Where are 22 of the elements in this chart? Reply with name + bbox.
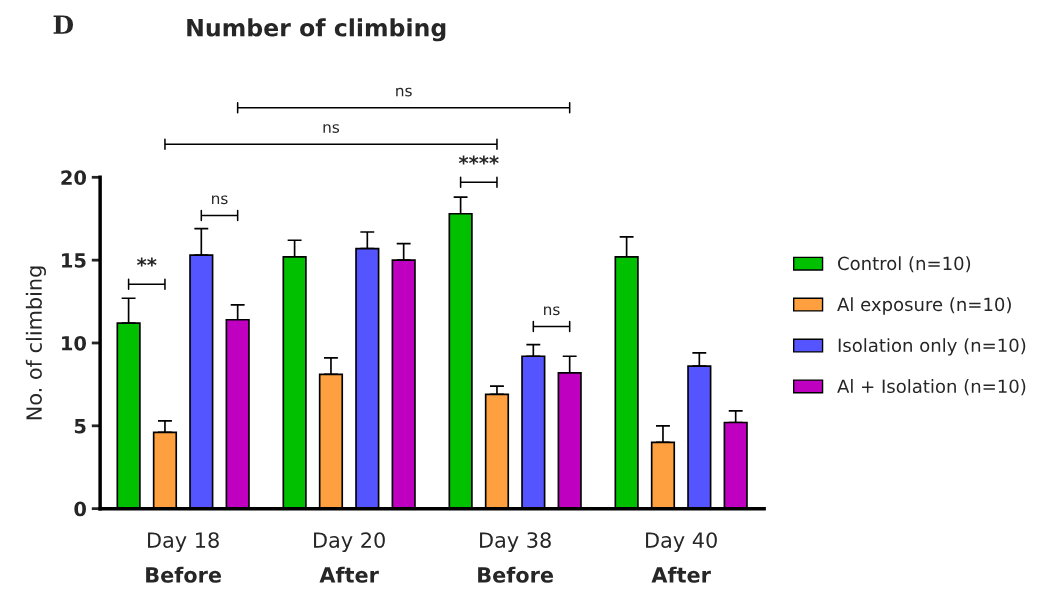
y-tick-label: 15	[62, 253, 86, 268]
text: ****	[458, 155, 499, 165]
text: ns	[396, 87, 412, 97]
legend-label: Isolation only (n=10)	[838, 338, 1026, 356]
annotation: ns	[212, 195, 228, 205]
y-axis-title: No. of climbing	[25, 266, 46, 420]
y-tick-label: 0	[74, 501, 87, 517]
text: ns	[323, 124, 340, 133]
y-tick-label: 10	[62, 335, 87, 351]
y-tick-label: 5	[74, 419, 86, 434]
annotation: **	[137, 257, 157, 267]
x-tick-label: Day 20 After	[314, 532, 385, 583]
x-tick-label: Day 38 Before	[478, 532, 554, 583]
annotation: ns	[544, 306, 560, 316]
y-tick-label: 20	[61, 170, 87, 185]
text: D	[53, 15, 74, 34]
legend-label: Al exposure (n=10)	[837, 297, 1011, 315]
legend-label: Al + Isolation (n=10)	[837, 379, 1026, 396]
x-tick-label: Day 40 After	[646, 532, 717, 583]
x-tick-label: Day 18 Before	[146, 532, 222, 583]
legend-label: Control (n=10)	[838, 256, 971, 273]
chart-title: Number of climbing	[187, 18, 446, 42]
